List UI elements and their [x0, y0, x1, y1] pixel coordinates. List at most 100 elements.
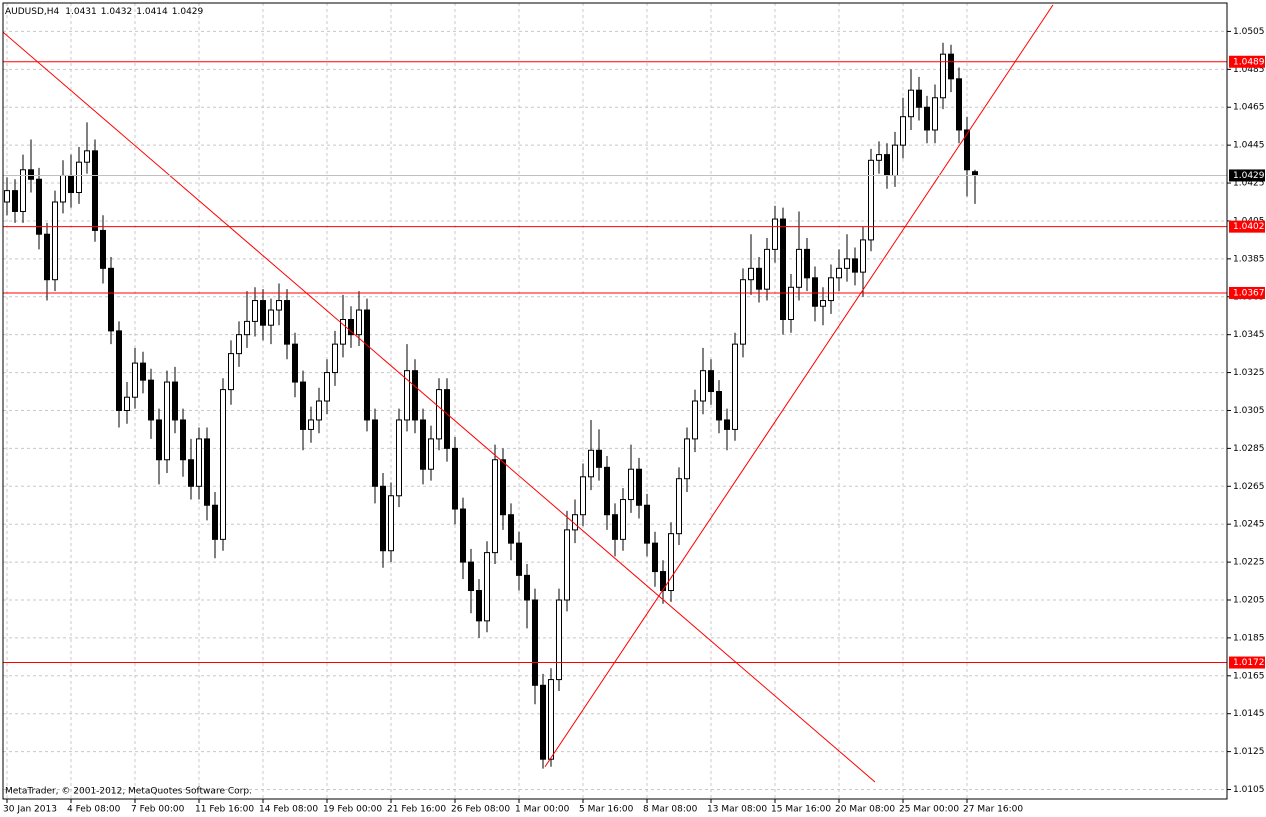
candle-body: [172, 381, 178, 421]
plot-frame: [2, 2, 1228, 800]
candle-body: [828, 277, 834, 302]
candle-body: [876, 154, 882, 161]
candle-body: [340, 319, 346, 345]
candle-body: [652, 542, 658, 573]
header-low: 1.0414: [136, 7, 168, 17]
level-label: 1.0367: [1233, 288, 1265, 298]
candle-body: [284, 300, 290, 345]
candle-body: [124, 396, 130, 411]
level-label-box: [1229, 656, 1265, 669]
x-tick-label: 21 Feb 16:00: [387, 805, 446, 815]
y-tick-label: 1.0225: [1233, 558, 1265, 568]
y-tick-label: 1.0325: [1233, 368, 1265, 378]
candle-body: [116, 330, 122, 411]
x-tick-label: 11 Feb 16:00: [195, 805, 254, 815]
y-tick-label: 1.0265: [1233, 482, 1265, 492]
y-tick-label: 1.0445: [1233, 141, 1265, 151]
candle-body: [68, 174, 74, 194]
y-tick-label: 1.0105: [1233, 785, 1265, 795]
candle-body: [868, 159, 874, 241]
candle-body: [252, 300, 258, 322]
candle-body: [708, 370, 714, 393]
candle-body: [276, 300, 282, 311]
candle-body: [604, 466, 610, 516]
candle-body: [188, 459, 194, 487]
y-tick-label: 1.0505: [1233, 27, 1265, 37]
candle-body: [236, 334, 242, 355]
candle-body: [924, 106, 930, 131]
level-label-box: [1229, 55, 1265, 68]
candle-body: [812, 277, 818, 307]
x-tick-label: 8 Mar 08:00: [643, 805, 698, 815]
candle-body: [436, 389, 442, 440]
candle-body: [804, 248, 810, 279]
candle-body: [356, 309, 362, 336]
symbol: AUDUSD,H4: [5, 7, 60, 17]
candle-body: [716, 391, 722, 421]
candle-body: [412, 370, 418, 421]
candle-body: [4, 190, 10, 203]
candle-body: [228, 353, 234, 391]
axes: 1.0105 1.0125 1.0145 1.0165 1.0185 1.0205 1.02…: [3, 27, 1265, 815]
header-open: 1.0431: [65, 7, 97, 17]
candle-body: [884, 154, 890, 176]
candle-body: [180, 419, 186, 461]
candle-body: [916, 89, 922, 108]
candle-body: [60, 174, 66, 203]
y-tick-label: 1.0345: [1233, 330, 1265, 340]
trend-line: [544, 4, 1054, 768]
candle-body: [564, 529, 570, 601]
candle-body: [148, 379, 154, 421]
x-tick-label: 30 Jan 2013: [3, 805, 57, 815]
candle-body: [492, 459, 498, 554]
y-tick-label: 1.0425: [1233, 179, 1265, 189]
candle-body: [196, 438, 202, 487]
candle-body: [28, 169, 34, 180]
candle-body: [468, 561, 474, 592]
chart-header: AUDUSD,H4 1.0431 1.0432 1.0414 1.0429: [5, 7, 204, 17]
x-tick-label: 15 Mar 16:00: [771, 805, 831, 815]
header-high: 1.0432: [101, 7, 133, 17]
candle-body: [628, 468, 634, 501]
candle-body: [388, 495, 394, 552]
candle-body: [108, 267, 114, 332]
candle-body: [516, 542, 522, 576]
candle-body: [908, 89, 914, 118]
candle-body: [740, 279, 746, 345]
plot: [3, 4, 1227, 783]
x-tick-label: 26 Feb 08:00: [451, 805, 510, 815]
candle-body: [964, 129, 970, 171]
candle-body: [892, 144, 898, 176]
candle-body: [940, 53, 946, 99]
candle-body: [860, 239, 866, 273]
candle-body: [132, 362, 138, 398]
candle-body: [620, 499, 626, 540]
candle-body: [932, 97, 938, 131]
candle-body: [532, 599, 538, 686]
candle-body: [972, 171, 978, 176]
candle-body: [92, 150, 98, 231]
candle-body: [852, 258, 858, 273]
candle-body: [756, 267, 762, 290]
level-label-box: [1229, 286, 1265, 299]
candle-body: [444, 389, 450, 449]
candle-body: [836, 267, 842, 279]
candle-body: [396, 419, 402, 497]
candle-body: [420, 419, 426, 470]
y-tick-label: 1.0165: [1233, 671, 1265, 681]
candle-body: [244, 320, 250, 336]
candle-body: [404, 370, 410, 421]
level-label-box: [1229, 220, 1265, 233]
copyright: MetaTrader, © 2001-2012, MetaQuotes Soft…: [5, 787, 252, 797]
x-tick-label: 1 Mar 00:00: [515, 805, 570, 815]
candle-body: [780, 218, 786, 321]
candle-body: [52, 201, 58, 281]
header-close: 1.0429: [172, 7, 204, 17]
candle-body: [84, 150, 90, 163]
candle-body: [548, 679, 554, 760]
y-tick-label: 1.0285: [1233, 444, 1265, 454]
level-label: 1.0172: [1233, 658, 1265, 668]
candle-body: [732, 343, 738, 430]
